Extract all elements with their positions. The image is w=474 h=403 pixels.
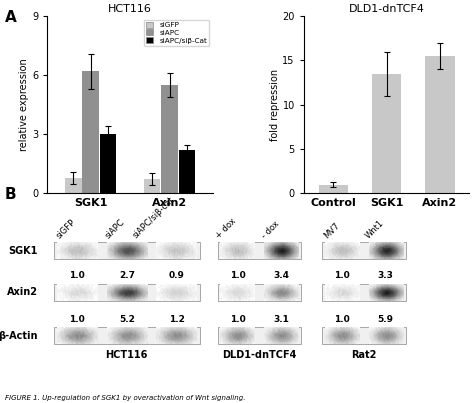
Title: HCT116: HCT116 bbox=[108, 4, 152, 14]
Title: DLD1-dnTCF4: DLD1-dnTCF4 bbox=[348, 4, 425, 14]
Bar bbox=[425, 56, 455, 193]
Y-axis label: fold repression: fold repression bbox=[270, 69, 280, 141]
Text: 1.0: 1.0 bbox=[334, 315, 350, 324]
Text: 3.4: 3.4 bbox=[273, 272, 290, 280]
Bar bbox=[144, 179, 160, 193]
Text: 2.7: 2.7 bbox=[119, 272, 135, 280]
FancyBboxPatch shape bbox=[322, 242, 406, 259]
Text: 1.0: 1.0 bbox=[230, 272, 246, 280]
Text: 5.9: 5.9 bbox=[378, 315, 394, 324]
Legend: siGFP, siAPC, siAPC/siβ-Cat: siGFP, siAPC, siAPC/siβ-Cat bbox=[144, 20, 209, 46]
Text: β-Actin: β-Actin bbox=[0, 330, 38, 341]
Bar bbox=[319, 185, 348, 193]
Text: Wnt1: Wnt1 bbox=[364, 218, 386, 240]
Text: DLD1-dnTCF4: DLD1-dnTCF4 bbox=[222, 350, 297, 360]
Text: 1.0: 1.0 bbox=[69, 315, 85, 324]
Text: siAPC/siβ-cat: siAPC/siβ-cat bbox=[132, 195, 176, 240]
Text: SGK1: SGK1 bbox=[9, 245, 38, 256]
FancyBboxPatch shape bbox=[54, 242, 200, 259]
FancyBboxPatch shape bbox=[218, 327, 301, 344]
FancyBboxPatch shape bbox=[322, 284, 406, 301]
FancyBboxPatch shape bbox=[54, 327, 200, 344]
Text: 1.0: 1.0 bbox=[230, 315, 246, 324]
Text: Axin2: Axin2 bbox=[7, 287, 38, 297]
Text: 1.0: 1.0 bbox=[334, 272, 350, 280]
Text: B: B bbox=[5, 187, 17, 202]
Bar bbox=[82, 71, 99, 193]
Bar bbox=[100, 134, 116, 193]
Text: 0.9: 0.9 bbox=[169, 272, 184, 280]
Text: Rat2: Rat2 bbox=[351, 350, 376, 360]
FancyBboxPatch shape bbox=[218, 284, 301, 301]
Text: + dox: + dox bbox=[214, 216, 237, 240]
FancyBboxPatch shape bbox=[218, 242, 301, 259]
Text: MV7: MV7 bbox=[322, 221, 342, 240]
Bar bbox=[372, 74, 401, 193]
Text: 5.2: 5.2 bbox=[119, 315, 135, 324]
FancyBboxPatch shape bbox=[54, 284, 200, 301]
Bar bbox=[161, 85, 178, 193]
Text: siGFP: siGFP bbox=[54, 218, 77, 240]
Text: FIGURE 1. Up-regulation of SGK1 by overactivation of Wnt signaling.: FIGURE 1. Up-regulation of SGK1 by overa… bbox=[5, 395, 245, 401]
Text: HCT116: HCT116 bbox=[106, 350, 148, 360]
Text: siAPC: siAPC bbox=[104, 217, 127, 240]
Bar bbox=[179, 150, 195, 193]
Text: 3.1: 3.1 bbox=[273, 315, 289, 324]
Text: A: A bbox=[5, 10, 17, 25]
Y-axis label: relative expression: relative expression bbox=[19, 58, 29, 151]
Text: 1.2: 1.2 bbox=[169, 315, 184, 324]
Bar bbox=[65, 178, 82, 193]
Text: 3.3: 3.3 bbox=[378, 272, 393, 280]
FancyBboxPatch shape bbox=[322, 327, 406, 344]
Text: 1.0: 1.0 bbox=[69, 272, 85, 280]
Text: - dox: - dox bbox=[260, 219, 282, 240]
